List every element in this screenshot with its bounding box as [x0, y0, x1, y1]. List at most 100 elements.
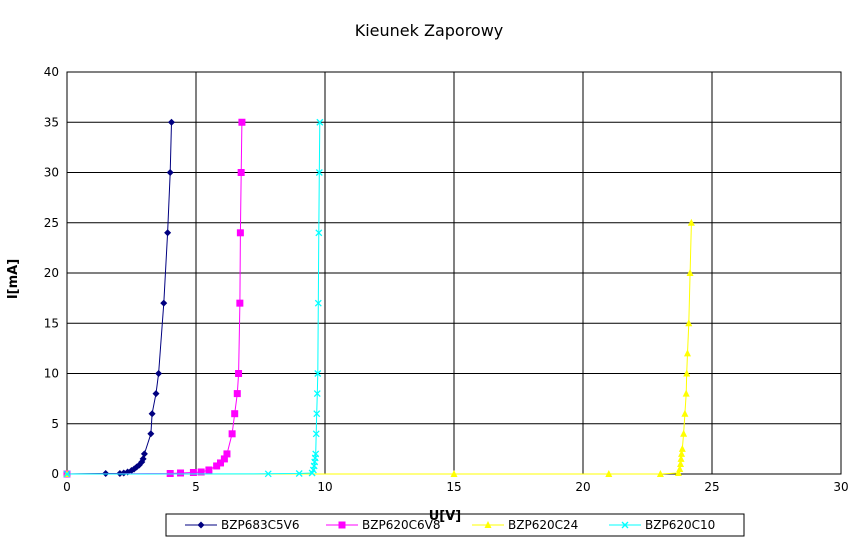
legend-entry: BZP620C10 [609, 518, 715, 532]
data-point-square [228, 430, 236, 438]
legend-label: BZP620C6V8 [362, 518, 440, 532]
data-point-x [314, 299, 322, 307]
data-point-x [295, 470, 303, 477]
data-point-triangle [484, 521, 492, 528]
data-point-square [220, 455, 228, 463]
data-point-diamond [152, 390, 160, 398]
data-point-diamond [197, 521, 205, 529]
x-tick-label: 20 [575, 480, 590, 494]
data-point-x-stroke [314, 370, 322, 377]
data-point-triangle [683, 369, 691, 377]
series-BZP620C10 [63, 118, 324, 478]
data-point-triangle [676, 464, 684, 472]
x-tick-label: 0 [63, 480, 71, 494]
data-point-diamond [140, 450, 148, 458]
data-point-triangle [683, 349, 691, 357]
y-tick-label: 20 [44, 266, 59, 280]
data-point-triangle [677, 454, 685, 462]
data-point-square [189, 468, 197, 476]
x-axis-label: U[V] [429, 509, 462, 524]
data-point-square [236, 229, 244, 237]
legend-label: BZP620C24 [508, 518, 578, 532]
data-point-diamond [147, 430, 155, 438]
data-point-x-stroke [264, 470, 272, 478]
y-tick-label: 5 [51, 417, 59, 431]
y-axis-ticks: 0 5 10 15 20 25 30 35 40 [44, 65, 59, 481]
data-point-square [197, 468, 205, 476]
x-tick-label: 5 [192, 480, 200, 494]
data-point-x-stroke [621, 521, 629, 529]
data-point-diamond [164, 229, 172, 237]
data-point-square [213, 462, 221, 470]
legend-label: BZP683C5V6 [221, 518, 299, 532]
data-point-square [236, 299, 244, 307]
data-point-diamond [155, 370, 163, 377]
data-point-triangle [656, 470, 664, 477]
data-point-x [315, 229, 323, 237]
data-point-x-stroke [313, 390, 321, 398]
data-point-triangle [681, 409, 689, 417]
legend: BZP683C5V6 BZP620C6V8 BZP620C24 BZP620C10 [165, 513, 745, 537]
data-point-square [177, 469, 185, 477]
data-point-square [223, 450, 231, 458]
data-point-x-stroke [313, 410, 321, 418]
data-point-x-stroke [63, 470, 71, 478]
data-point-diamond [167, 118, 175, 126]
data-point-x [621, 521, 629, 529]
data-point-square [233, 390, 241, 398]
x-axis-ticks: 0 5 10 15 20 25 30 [63, 480, 848, 494]
data-point-square [205, 466, 213, 474]
data-point-x [315, 169, 323, 176]
y-tick-label: 30 [44, 166, 59, 180]
data-point-square [235, 370, 243, 377]
data-point-x-stroke [315, 229, 323, 237]
data-point-triangle [450, 470, 458, 477]
data-point-triangle [677, 459, 685, 467]
y-tick-label: 0 [51, 467, 59, 481]
legend-entry: BZP620C24 [472, 518, 578, 532]
data-point-triangle [605, 470, 613, 477]
data-point-square [217, 459, 225, 467]
x-tick-label: 15 [446, 480, 461, 494]
data-point-triangle [678, 444, 686, 452]
series-layer [63, 118, 695, 478]
data-point-x [316, 118, 324, 126]
data-point-x [264, 470, 272, 478]
gridlines [66, 71, 842, 475]
data-point-x [313, 390, 321, 398]
data-point-square [238, 118, 246, 126]
data-point-triangle [685, 319, 693, 327]
data-point-triangle [687, 218, 695, 226]
data-point-diamond [160, 299, 168, 307]
data-point-x-stroke [295, 470, 303, 477]
legend-frame [165, 513, 745, 537]
y-tick-label: 15 [44, 316, 59, 330]
data-point-square [231, 410, 239, 418]
data-point-x [312, 450, 320, 458]
data-point-diamond [148, 410, 156, 418]
data-point-diamond [139, 455, 147, 463]
data-point-x [63, 470, 71, 478]
series-BZP620C24 [63, 218, 695, 477]
y-tick-label: 25 [44, 216, 59, 230]
data-point-square [338, 521, 346, 529]
legend-items: BZP683C5V6 BZP620C6V8 BZP620C24 BZP620C10 [185, 518, 715, 532]
data-point-triangle [680, 429, 688, 437]
data-point-x-stroke [314, 299, 322, 307]
y-tick-label: 40 [44, 65, 59, 79]
data-point-x-stroke [316, 118, 324, 126]
data-point-triangle [682, 389, 690, 397]
y-axis-label: I[mA] [6, 259, 21, 299]
plot-area [63, 71, 842, 478]
legend-label: BZP620C10 [645, 518, 715, 532]
legend-entry: BZP683C5V6 [185, 518, 299, 532]
series-BZP683C5V6 [63, 118, 175, 478]
x-tick-label: 30 [833, 480, 848, 494]
data-point-triangle [674, 468, 682, 476]
data-point-diamond [166, 169, 174, 176]
data-point-x [312, 430, 320, 438]
x-tick-label: 25 [704, 480, 719, 494]
data-point-triangle [678, 449, 686, 457]
